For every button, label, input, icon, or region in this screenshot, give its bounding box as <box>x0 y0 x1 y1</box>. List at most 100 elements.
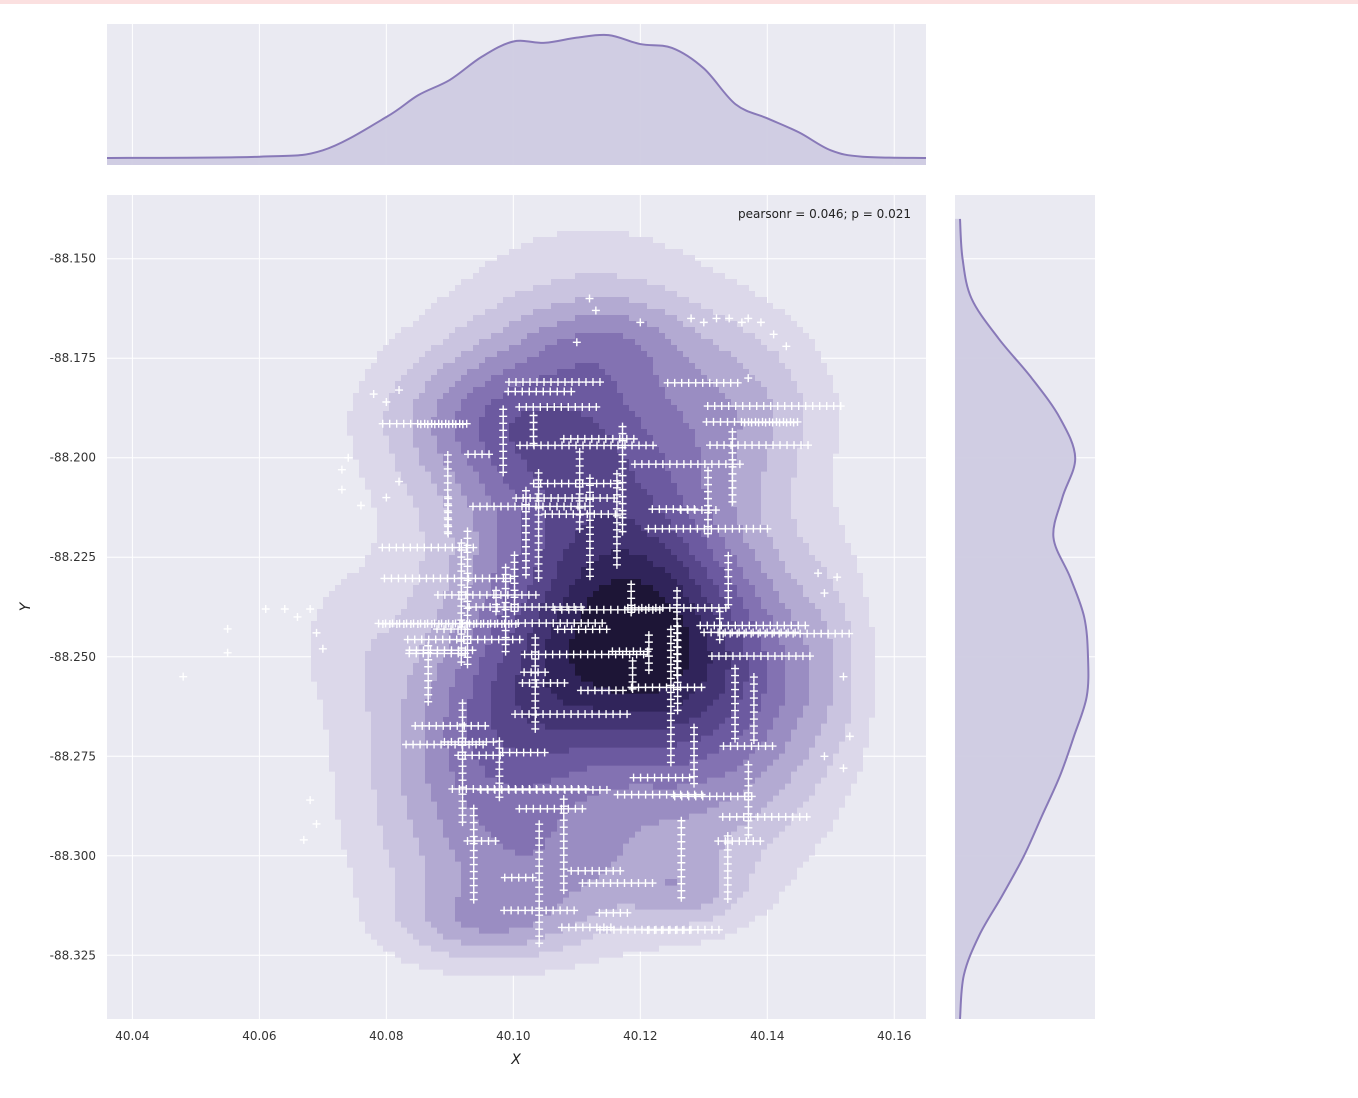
scatter-point <box>481 721 490 730</box>
scatter-point <box>535 897 544 906</box>
scatter-point <box>759 621 768 630</box>
scatter-point <box>504 785 513 794</box>
scatter-point <box>535 918 544 927</box>
scatter-point <box>495 786 504 795</box>
scatter-point <box>696 621 705 630</box>
scatter-point <box>679 603 688 612</box>
scatter-point <box>495 772 504 781</box>
scatter-point <box>521 556 530 565</box>
scatter-point <box>499 433 508 442</box>
scatter-point <box>557 605 566 614</box>
scatter-point <box>554 494 563 503</box>
scatter-point <box>515 402 524 411</box>
scatter-point <box>724 565 733 574</box>
scatter-point <box>639 650 648 659</box>
scatter-point <box>469 888 478 897</box>
scatter-point <box>641 879 650 888</box>
scatter-point <box>677 837 686 846</box>
scatter-point <box>521 542 530 551</box>
scatter-point <box>529 439 538 448</box>
scatter-point <box>620 879 629 888</box>
scatter-point <box>531 696 540 705</box>
scatter-point <box>733 378 742 387</box>
scatter-point <box>553 378 562 387</box>
scatter-point <box>740 742 749 751</box>
scatter-point <box>627 594 636 603</box>
main-plot-panel: pearsonr = 0.046; p = 0.021 <box>107 195 926 1019</box>
scatter-point <box>293 612 302 621</box>
scatter-point <box>494 635 503 644</box>
scatter-point <box>529 432 538 441</box>
scatter-point <box>506 574 515 583</box>
scatter-point <box>566 434 575 443</box>
scatter-point <box>403 635 412 644</box>
scatter-point <box>535 834 544 843</box>
scatter-point <box>388 619 397 628</box>
scatter-point <box>385 543 394 552</box>
scatter-point <box>344 453 353 462</box>
scatter-point <box>457 637 466 646</box>
scatter-point <box>625 650 634 659</box>
marginal-x-kde-line <box>107 33 926 159</box>
scatter-point <box>673 586 682 595</box>
scatter-point <box>312 819 321 828</box>
scatter-point <box>737 318 746 327</box>
scatter-point <box>492 607 501 616</box>
scatter-point <box>678 773 687 782</box>
scatter-point <box>735 524 744 533</box>
scatter-point <box>542 603 551 612</box>
scatter-point <box>522 804 531 813</box>
scatter-point <box>559 434 568 443</box>
scatter-point <box>463 660 472 669</box>
scatter-point <box>522 402 531 411</box>
scatter-point <box>575 454 584 463</box>
scatter-point <box>651 524 660 533</box>
scatter-point <box>395 477 404 486</box>
scatter-point <box>718 812 727 821</box>
scatter-point <box>616 710 625 719</box>
x-tick-labels: 40.04 40.06 40.08 40.10 40.12 40.14 40.16 <box>115 1029 911 1043</box>
scatter-point <box>794 621 803 630</box>
scatter-point <box>416 740 425 749</box>
scatter-point <box>433 590 442 599</box>
scatter-point <box>728 497 737 506</box>
y-tick-label: -88.250 <box>50 650 96 664</box>
scatter-point <box>690 779 699 788</box>
scatter-point <box>575 517 584 526</box>
scatter-point <box>458 420 467 429</box>
scatter-point <box>430 619 439 628</box>
scatter-point <box>728 448 737 457</box>
scatter-point <box>568 494 577 503</box>
scatter-point <box>602 908 611 917</box>
scatter-point <box>495 744 504 753</box>
scatter-point <box>585 502 594 511</box>
scatter-point <box>768 418 777 427</box>
scatter-point <box>544 441 553 450</box>
scatter-point <box>546 387 555 396</box>
scatter-point <box>468 502 477 511</box>
scatter-point <box>581 866 590 875</box>
scatter-point <box>501 563 510 572</box>
scatter-point <box>306 604 315 613</box>
scatter-point <box>700 460 709 469</box>
scatter-point <box>430 740 439 749</box>
scatter-point <box>569 510 578 519</box>
scatter-point <box>703 473 712 482</box>
scatter-point <box>725 314 734 323</box>
scatter-point <box>427 543 436 552</box>
scatter-point <box>458 734 467 743</box>
scatter-point <box>780 621 789 630</box>
scatter-point <box>824 629 833 638</box>
scatter-point <box>714 837 723 846</box>
scatter-point <box>585 565 594 574</box>
scatter-point <box>555 510 564 519</box>
scatter-point <box>578 402 587 411</box>
scatter-point <box>595 710 604 719</box>
scatter-point <box>802 812 811 821</box>
scatter-point <box>457 553 466 562</box>
scatter-point <box>464 574 473 583</box>
scatter-point <box>529 418 538 427</box>
scatter-point <box>731 727 740 736</box>
x-tick-label: 40.16 <box>877 1029 911 1043</box>
scatter-point <box>777 628 786 637</box>
